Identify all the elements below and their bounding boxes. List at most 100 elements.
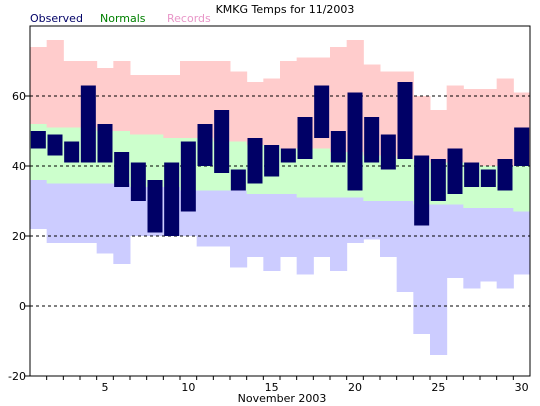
x-axis-label: November 2003 [238, 392, 327, 405]
normal-band-day-21 [363, 155, 381, 201]
record-low-band-day-2 [46, 183, 64, 243]
record-high-band-day-29 [496, 78, 514, 166]
normal-band-day-18 [313, 148, 331, 198]
record-low-band-day-20 [346, 197, 364, 243]
observed-bar-day-30 [514, 127, 530, 166]
legend-observed: Observed [30, 12, 83, 25]
observed-bar-day-5 [97, 124, 113, 163]
record-high-band-day-3 [63, 61, 81, 128]
record-low-band-day-3 [63, 183, 81, 243]
record-low-band-day-19 [330, 197, 348, 271]
record-low-band-day-25 [430, 204, 448, 355]
observed-bar-day-24 [414, 155, 430, 226]
record-low-band-day-18 [313, 197, 331, 257]
record-high-band-day-13 [230, 71, 248, 142]
record-low-band-day-11 [196, 190, 214, 247]
record-high-band-day-8 [146, 75, 164, 135]
record-high-band-day-28 [480, 89, 498, 166]
normal-band-day-17 [296, 148, 314, 198]
observed-bar-day-7 [130, 162, 146, 201]
record-low-band-day-28 [480, 208, 498, 282]
normal-band-day-19 [330, 152, 348, 198]
normal-band-day-8 [146, 134, 164, 187]
record-low-band-day-26 [446, 204, 464, 278]
record-low-band-day-13 [230, 190, 248, 268]
record-low-band-day-23 [396, 201, 414, 292]
observed-bar-day-17 [297, 117, 313, 159]
observed-bar-day-29 [497, 159, 513, 191]
observed-bar-day-13 [230, 169, 246, 191]
observed-bar-day-19 [330, 131, 346, 163]
record-low-band-day-4 [80, 183, 98, 243]
legend-records: Records [167, 12, 211, 25]
observed-bar-day-26 [447, 148, 463, 194]
record-high-band-day-15 [263, 78, 281, 145]
record-low-band-day-5 [96, 183, 114, 254]
record-low-band-day-12 [213, 190, 231, 247]
legend: Observed Normals Records [30, 12, 211, 25]
y-tick-label-40: 40 [12, 160, 26, 173]
record-low-band-day-22 [380, 201, 398, 257]
record-high-band-day-26 [446, 85, 464, 163]
observed-bar-day-21 [364, 117, 380, 163]
observed-bar-day-3 [64, 141, 80, 163]
record-low-band-day-6 [113, 183, 131, 264]
y-tick-label-0: 0 [19, 300, 26, 313]
observed-bar-day-18 [314, 85, 330, 138]
record-high-band-day-9 [163, 75, 181, 138]
record-high-band-day-11 [196, 61, 214, 138]
observed-bar-day-10 [180, 141, 196, 212]
x-tick-label-10: 10 [181, 381, 195, 394]
observed-bar-day-4 [80, 85, 96, 163]
observed-bar-day-8 [147, 180, 163, 233]
record-high-band-day-16 [280, 61, 298, 149]
record-low-band-day-27 [463, 208, 481, 289]
record-low-band-day-15 [263, 194, 281, 271]
record-high-band-day-19 [330, 47, 348, 152]
y-tick-label-60: 60 [12, 90, 26, 103]
observed-bar-day-25 [430, 159, 446, 201]
y-tick-label--20: -20 [8, 370, 26, 383]
y-tick-label-20: 20 [12, 230, 26, 243]
record-high-band-day-1 [30, 47, 48, 124]
record-high-band-day-27 [463, 89, 481, 163]
record-high-band-day-7 [130, 75, 148, 135]
observed-bar-day-27 [464, 162, 480, 187]
observed-bar-day-9 [164, 162, 180, 236]
observed-bar-day-1 [30, 131, 46, 149]
observed-bar-day-15 [264, 145, 280, 177]
record-high-band-day-25 [430, 110, 448, 163]
normal-band-day-30 [513, 166, 531, 212]
record-low-band-day-21 [363, 201, 381, 240]
record-low-band-day-24 [413, 204, 431, 334]
observed-bar-day-23 [397, 82, 413, 159]
legend-normals: Normals [100, 12, 146, 25]
record-low-band-day-29 [496, 208, 514, 289]
record-high-band-day-2 [46, 40, 64, 128]
record-high-band-day-10 [180, 61, 198, 138]
chart-title: KMKG Temps for 11/2003 [216, 3, 355, 16]
observed-bar-day-11 [197, 124, 213, 166]
record-low-band-day-1 [30, 180, 48, 229]
x-tick-label-5: 5 [102, 381, 109, 394]
x-tick-label-20: 20 [348, 381, 362, 394]
observed-bar-day-28 [480, 169, 496, 187]
record-low-band-day-14 [246, 194, 264, 257]
record-high-band-day-14 [246, 82, 264, 145]
plot-area: -20 0 20 40 60 5 10 15 20 25 30 [8, 25, 531, 394]
record-low-band-day-16 [280, 194, 298, 257]
record-high-band-day-5 [96, 68, 114, 131]
x-tick-label-30: 30 [515, 381, 529, 394]
record-low-band-day-30 [513, 211, 531, 275]
observed-bar-day-16 [280, 148, 296, 163]
observed-bar-day-6 [114, 152, 130, 187]
observed-bar-day-12 [214, 110, 230, 173]
record-low-band-day-17 [296, 197, 314, 275]
normal-band-day-23 [396, 159, 414, 201]
observed-bar-day-22 [380, 134, 396, 170]
observed-bar-day-14 [247, 138, 263, 184]
x-tick-label-25: 25 [431, 381, 445, 394]
observed-bar-day-2 [47, 134, 63, 156]
record-high-band-day-24 [413, 96, 431, 159]
